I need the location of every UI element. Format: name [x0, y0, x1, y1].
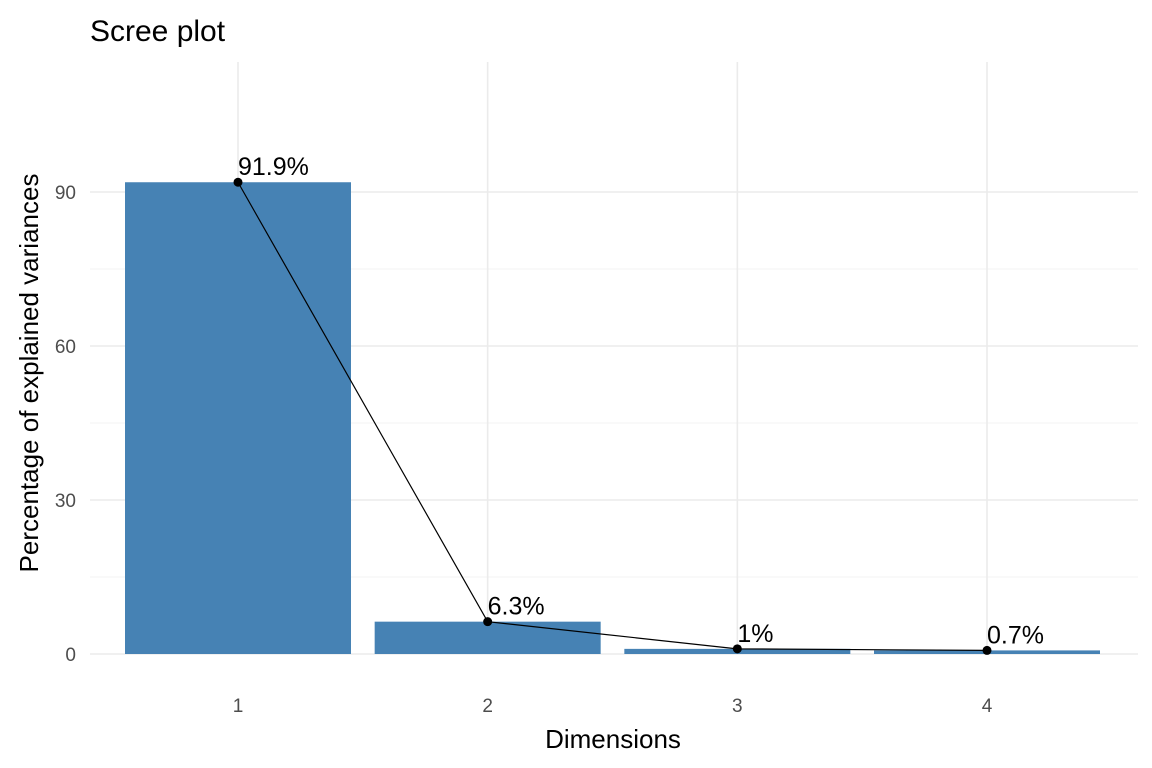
scree-polyline	[237, 181, 988, 652]
y-tick-label: 0	[65, 645, 76, 666]
bar-dim-1	[125, 182, 351, 654]
bar-dim-2	[374, 621, 601, 654]
x-axis-title: Dimensions	[545, 724, 681, 754]
scree-point-2	[483, 617, 493, 627]
y-axis-title: Percentage of explained variances	[14, 174, 44, 573]
data-label-dim-2: 6.3%	[488, 593, 545, 621]
x-tick-label: 1	[233, 696, 244, 717]
y-tick-label: 30	[55, 491, 76, 512]
data-label-dim-4: 0.7%	[987, 621, 1044, 649]
scree-point-1	[233, 177, 243, 187]
scree-point-3	[732, 644, 742, 654]
data-label-dim-1: 91.9%	[238, 153, 309, 181]
y-tick-label: 60	[55, 337, 76, 358]
y-tick-label: 90	[55, 183, 76, 204]
y-axis-ticks: 0 30 60 90	[55, 183, 76, 666]
x-tick-label: 4	[982, 696, 993, 717]
data-labels: 91.9% 6.3% 1% 0.7%	[238, 153, 1044, 649]
x-tick-label: 2	[482, 696, 493, 717]
x-axis-ticks: 1 2 3 4	[233, 696, 993, 717]
chart-title: Scree plot	[90, 15, 226, 48]
data-label-dim-3: 1%	[737, 620, 773, 648]
scree-line	[237, 181, 988, 652]
bars	[125, 182, 1101, 654]
scree-points	[233, 177, 992, 655]
x-tick-label: 3	[732, 696, 743, 717]
scree-point-4	[982, 645, 992, 655]
